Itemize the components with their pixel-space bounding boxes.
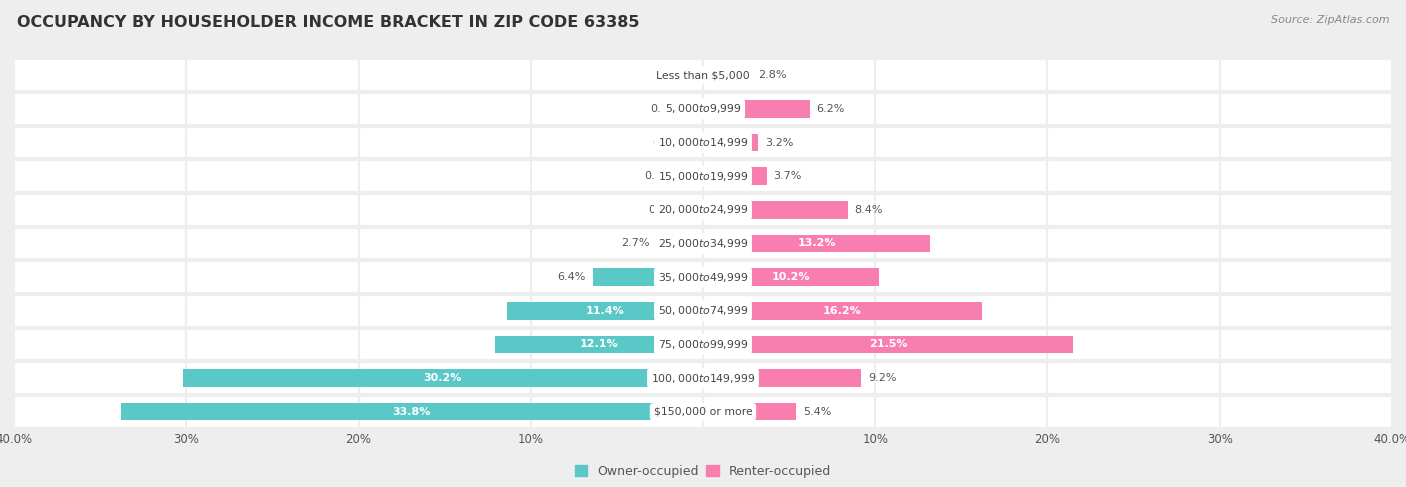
Text: 6.4%: 6.4% <box>558 272 586 282</box>
Bar <box>703 369 862 387</box>
Bar <box>693 100 703 118</box>
Bar <box>695 134 703 151</box>
Bar <box>14 328 1392 361</box>
Text: 21.5%: 21.5% <box>869 339 907 350</box>
Text: Source: ZipAtlas.com: Source: ZipAtlas.com <box>1271 15 1389 25</box>
Bar <box>14 261 1392 294</box>
Text: 3.7%: 3.7% <box>773 171 801 181</box>
Text: 2.7%: 2.7% <box>621 239 650 248</box>
Text: $20,000 to $24,999: $20,000 to $24,999 <box>658 204 748 216</box>
Bar <box>703 336 1073 353</box>
Text: OCCUPANCY BY HOUSEHOLDER INCOME BRACKET IN ZIP CODE 63385: OCCUPANCY BY HOUSEHOLDER INCOME BRACKET … <box>17 15 640 30</box>
Bar <box>703 67 751 84</box>
Text: 0.6%: 0.6% <box>658 70 686 80</box>
Bar <box>121 403 703 420</box>
Bar <box>14 226 1392 261</box>
Bar <box>14 126 1392 159</box>
Text: 0.75%: 0.75% <box>648 205 683 215</box>
Bar <box>14 395 1392 429</box>
Text: 0.95%: 0.95% <box>644 171 679 181</box>
Text: 0.59%: 0.59% <box>651 104 686 114</box>
Bar <box>703 302 981 319</box>
Text: $15,000 to $19,999: $15,000 to $19,999 <box>658 169 748 183</box>
Bar <box>686 168 703 185</box>
Bar <box>703 403 796 420</box>
Text: 5.4%: 5.4% <box>803 407 831 417</box>
Bar <box>14 193 1392 226</box>
Bar <box>693 67 703 84</box>
Text: $100,000 to $149,999: $100,000 to $149,999 <box>651 372 755 385</box>
Bar <box>183 369 703 387</box>
Bar <box>703 168 766 185</box>
Text: 10.2%: 10.2% <box>772 272 810 282</box>
Text: 6.2%: 6.2% <box>817 104 845 114</box>
Bar <box>690 201 703 219</box>
Text: Less than $5,000: Less than $5,000 <box>657 70 749 80</box>
Legend: Owner-occupied, Renter-occupied: Owner-occupied, Renter-occupied <box>575 465 831 478</box>
Bar <box>703 235 931 252</box>
Bar <box>703 201 848 219</box>
Bar <box>14 159 1392 193</box>
Text: $35,000 to $49,999: $35,000 to $49,999 <box>658 271 748 283</box>
Text: 30.2%: 30.2% <box>423 373 463 383</box>
Text: 3.2%: 3.2% <box>765 137 793 148</box>
Bar <box>657 235 703 252</box>
Text: 16.2%: 16.2% <box>823 306 862 316</box>
Bar <box>703 134 758 151</box>
Bar <box>14 58 1392 92</box>
Text: $5,000 to $9,999: $5,000 to $9,999 <box>665 102 741 115</box>
Bar <box>14 361 1392 395</box>
Text: 13.2%: 13.2% <box>797 239 837 248</box>
Bar <box>703 100 810 118</box>
Text: $50,000 to $74,999: $50,000 to $74,999 <box>658 304 748 318</box>
Text: 9.2%: 9.2% <box>869 373 897 383</box>
Bar <box>703 268 879 286</box>
Text: $75,000 to $99,999: $75,000 to $99,999 <box>658 338 748 351</box>
Text: 33.8%: 33.8% <box>392 407 432 417</box>
Bar <box>14 92 1392 126</box>
Text: 11.4%: 11.4% <box>585 306 624 316</box>
Text: 12.1%: 12.1% <box>579 339 619 350</box>
Text: 2.8%: 2.8% <box>758 70 786 80</box>
Text: 0.47%: 0.47% <box>652 137 688 148</box>
Text: 8.4%: 8.4% <box>855 205 883 215</box>
Bar <box>593 268 703 286</box>
Text: $150,000 or more: $150,000 or more <box>654 407 752 417</box>
Bar <box>495 336 703 353</box>
Bar <box>14 294 1392 328</box>
Text: $25,000 to $34,999: $25,000 to $34,999 <box>658 237 748 250</box>
Bar <box>506 302 703 319</box>
Text: $10,000 to $14,999: $10,000 to $14,999 <box>658 136 748 149</box>
